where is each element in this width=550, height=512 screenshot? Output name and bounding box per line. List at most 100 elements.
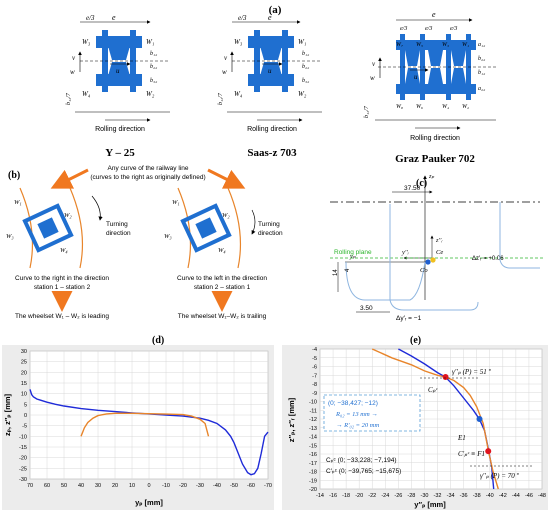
x-tick-label: -20: [179, 483, 187, 489]
dim-a12: a₁₂: [478, 42, 485, 48]
y-tick-label: -25: [19, 466, 27, 472]
orange-arrow-right: [207, 168, 246, 189]
rail-outline: [499, 202, 540, 269]
panel-e-label: (e): [410, 335, 421, 346]
panel-e: (e) -14 -16 -18 -20 -22 -24 -26 -28 -30 -32 -34 -36…: [282, 335, 548, 510]
rail-curve: [227, 187, 242, 269]
box-line1: (0; −38,427; −12): [328, 400, 378, 407]
wheel-label: W₂: [298, 90, 307, 98]
y-tick-label: -5: [22, 424, 27, 430]
panel-a-label: (a): [269, 4, 282, 16]
x-tick-label: -42: [499, 493, 507, 499]
wheel-label: W₃: [234, 38, 243, 46]
dim-e3: e/3: [238, 14, 247, 22]
x-tick-label: -70: [264, 483, 272, 489]
dim-top: 37.50: [404, 185, 421, 192]
chart-d-ylabel: zₚ, z′′ₚ [mm]: [3, 393, 12, 436]
y-tick-label: -10: [19, 434, 27, 440]
turning-label-2: direction: [258, 230, 283, 237]
chart-e-series: [371, 348, 499, 490]
rolling-plane: Rolling plane: [334, 249, 372, 256]
profile-outline: [389, 204, 479, 311]
y-tick-label: -7: [312, 373, 317, 379]
wheel-label: W₆: [416, 104, 423, 110]
y-tick-label: 5: [24, 402, 27, 408]
dim-b32: b₃₂: [302, 78, 309, 84]
wheel-label: W₃: [82, 38, 91, 46]
vec-u: u: [116, 67, 120, 75]
rail-curve: [19, 187, 34, 269]
x-tick-label: -30: [196, 483, 204, 489]
dim-b12: b₁₂: [478, 70, 485, 76]
turning-label-1: Turning: [106, 221, 128, 228]
turning-arrow: [91, 195, 103, 221]
dim-left-14: 14: [333, 269, 339, 276]
dim-b12: b₁₂: [302, 51, 309, 57]
rolling-label: Rolling direction: [95, 126, 145, 133]
axis-zp: zₚ: [428, 173, 435, 180]
bogie-right-shape: [180, 203, 232, 253]
x-tick-label: -32: [434, 493, 442, 499]
left-caption-2: station 1 – station 2: [34, 284, 91, 291]
bogie-left-shape: [22, 203, 74, 253]
turning-label-1: Turning: [258, 221, 280, 228]
dim-e: e: [432, 10, 436, 19]
wheel-label: W₂: [462, 104, 469, 110]
rail-curve: [69, 187, 84, 269]
ann-box: [323, 394, 421, 432]
wheel-label: W₄: [82, 90, 91, 98]
panel-b-label: (b): [8, 170, 20, 181]
ann-e1: E1: [457, 434, 466, 442]
chart-e-ylabel: z′′ₚ, z′′ᵣ [mm]: [287, 397, 296, 442]
series-line-1: [371, 348, 499, 490]
axis-yp: yₚ: [349, 253, 356, 260]
curve-header-1: Any curve of the railway line: [108, 165, 189, 172]
x-tick-label: -28: [407, 493, 415, 499]
y-tick-label: -30: [19, 477, 27, 483]
bogie-graz: e e/3 e/3 e/3 W₇ W₅ W₃ W₁ W₈: [364, 10, 496, 165]
wheel-label: W₁: [146, 38, 154, 46]
x-tick-label: -40: [213, 483, 221, 489]
dim-b22: b₂₂: [478, 56, 485, 62]
left-result: The wheelset W₁ – W₂ is leading: [15, 313, 109, 320]
chart-d-series: [29, 389, 269, 476]
axis-yr: y′′ᵣ: [401, 249, 410, 256]
y-tick-label: -14: [309, 435, 317, 441]
y-tick-label: -9: [312, 391, 317, 397]
x-tick-label: -50: [230, 483, 238, 489]
y-tick-label: -5: [312, 356, 317, 362]
dim-b12-7: b₁₂/7: [66, 92, 72, 105]
y-tick-label: -15: [19, 445, 27, 451]
vec-v: v: [372, 60, 376, 68]
x-tick-label: -38: [473, 493, 481, 499]
vec-w: w: [70, 68, 75, 76]
vec-v: v: [72, 54, 76, 62]
y-tick-label: 10: [21, 392, 27, 398]
ann-gamma1: γ′′ₚ (P) = 51 º: [452, 368, 491, 376]
panel-d-label: (d): [152, 335, 164, 346]
vec-w: w: [370, 74, 375, 82]
dim-b12: b₁₂: [150, 51, 157, 57]
ann-cpc: Cₚᶜ: [428, 386, 439, 394]
y-tick-label: -17: [309, 461, 317, 467]
y-tick-label: -6: [312, 365, 317, 371]
x-tick-label: -20: [355, 493, 363, 499]
x-tick-label: 0: [147, 483, 150, 489]
dim-e: e: [268, 13, 272, 22]
x-tick-label: -36: [460, 493, 468, 499]
point-co-marker: [425, 259, 431, 265]
dim-e3: e/3: [400, 26, 407, 32]
wheel-label: W₈: [396, 104, 403, 110]
ann-gamma2: γ′′ₚ (P) = 70 º: [480, 472, 519, 480]
chart-e-xlabel: y′′ₚ [mm]: [414, 500, 446, 509]
left-caption-1: Curve to the right in the direction: [15, 275, 109, 282]
y-tick-label: -10: [309, 400, 317, 406]
dim-b32: b₃₂: [150, 78, 157, 84]
wheel-label: W₂: [64, 212, 72, 219]
y-tick-label: 25: [21, 360, 27, 366]
dim-left-4: 4: [345, 268, 351, 272]
x-tick-label: -48: [538, 493, 546, 499]
y-tick-label: -15: [309, 443, 317, 449]
series-line-1: [80, 412, 210, 437]
